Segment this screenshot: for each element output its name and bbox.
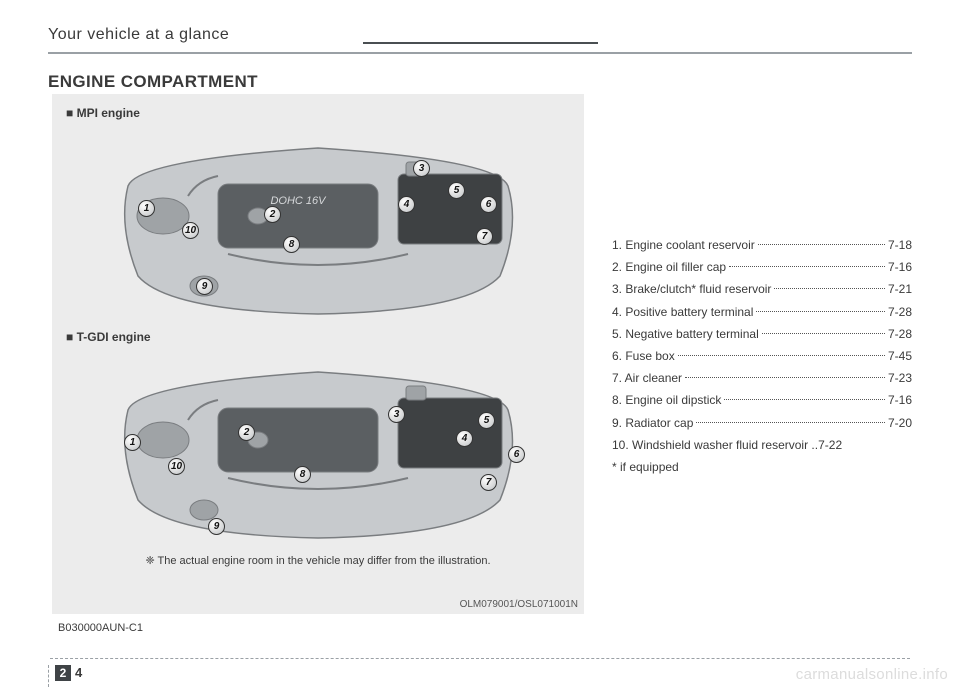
component-legend: 1. Engine coolant reservoir7-182. Engine… [612,234,912,478]
legend-row: 1. Engine coolant reservoir 7-18 [612,234,912,256]
header-rule [48,52,912,54]
footer-tab: 2 4 [48,665,82,687]
callout-1: 1 [138,200,155,217]
legend-row: 9. Radiator cap 7-20 [612,412,912,434]
callout-3: 3 [413,160,430,177]
legend-dots [762,323,885,334]
footer-section-number: 2 [55,665,71,681]
callout-4: 4 [456,430,473,447]
legend-label: 8. Engine oil dipstick [612,389,721,411]
engine-mpi-label: ■ MPI engine [66,106,570,120]
legend-row: 4. Positive battery terminal 7-28 [612,301,912,323]
legend-dots [758,234,885,245]
footer-page-number: 4 [75,665,82,681]
legend-label: 5. Negative battery terminal [612,323,759,345]
callout-6: 6 [480,196,497,213]
legend-dots [678,345,885,356]
legend-dots [774,278,885,289]
legend-page: 7-16 [888,256,912,278]
illustration-panel: ■ MPI engine DOHC 16V 12345678910 ■ T-GD… [52,94,584,614]
legend-row: 8. Engine oil dipstick 7-16 [612,389,912,411]
legend-row: 5. Negative battery terminal 7-28 [612,323,912,345]
legend-dots [729,256,885,267]
section-title: ENGINE COMPARTMENT [48,72,912,92]
callout-10: 10 [168,458,185,475]
legend-row: 7. Air cleaner 7-23 [612,367,912,389]
legend-label: 7. Air cleaner [612,367,682,389]
legend-label: 1. Engine coolant reservoir [612,234,755,256]
callout-5: 5 [478,412,495,429]
callout-4: 4 [398,196,415,213]
legend-dots [685,367,885,378]
legend-label: 3. Brake/clutch* fluid reservoir [612,278,771,300]
legend-dots [724,389,885,400]
callout-7: 7 [476,228,493,245]
page-content: Your vehicle at a glance ENGINE COMPARTM… [48,26,912,669]
legend-row: 3. Brake/clutch* fluid reservoir 7-21 [612,278,912,300]
legend-page: 7-21 [888,278,912,300]
engine-tgdi-label: ■ T-GDI engine [66,330,570,344]
callout-6: 6 [508,446,525,463]
legend-row: 6. Fuse box 7-45 [612,345,912,367]
legend-page: 7-22 [818,434,842,456]
callout-2: 2 [238,424,255,441]
figure-note: ❈ The actual engine room in the vehicle … [66,554,570,567]
callout-7: 7 [480,474,497,491]
legend-page: 7-18 [888,234,912,256]
legend-page: 7-28 [888,323,912,345]
legend-page: 7-28 [888,301,912,323]
callout-5: 5 [448,182,465,199]
legend-footnote: * if equipped [612,456,912,478]
page-code: B030000AUN-C1 [58,622,143,634]
legend-label: 2. Engine oil filler cap [612,256,726,278]
legend-label: 6. Fuse box [612,345,675,367]
legend-dots [756,301,885,312]
engine-tgdi-illustration: 1 2 3 4567 8 9 10 [108,350,528,544]
legend-row: 10. Windshield washer fluid reservoir ..… [612,434,912,456]
legend-label: 4. Positive battery terminal [612,301,753,323]
page-footer: 2 4 [50,658,910,659]
header-rule-dark [363,42,598,44]
callout-9: 9 [208,518,225,535]
engine-mpi-illustration: DOHC 16V 1 2 3 4 56 7 8 9 10 [108,126,528,320]
legend-label: 10. Windshield washer fluid reservoir .. [612,434,818,456]
legend-page: 7-45 [888,345,912,367]
watermark-text: carmanualsonline.info [796,666,948,683]
callout-8: 8 [294,466,311,483]
svg-text:DOHC 16V: DOHC 16V [270,195,327,207]
callout-1: 1 [124,434,141,451]
callout-2: 2 [264,206,281,223]
legend-label: 9. Radiator cap [612,412,693,434]
legend-page: 7-23 [888,367,912,389]
callout-8: 8 [283,236,300,253]
callout-10: 10 [182,222,199,239]
legend-page: 7-16 [888,389,912,411]
callout-9: 9 [196,278,213,295]
callout-3: 3 [388,406,405,423]
legend-row: 2. Engine oil filler cap 7-16 [612,256,912,278]
legend-page: 7-20 [888,412,912,434]
legend-dots [696,412,885,423]
figure-reference: OLM079001/OSL071001N [460,599,578,610]
